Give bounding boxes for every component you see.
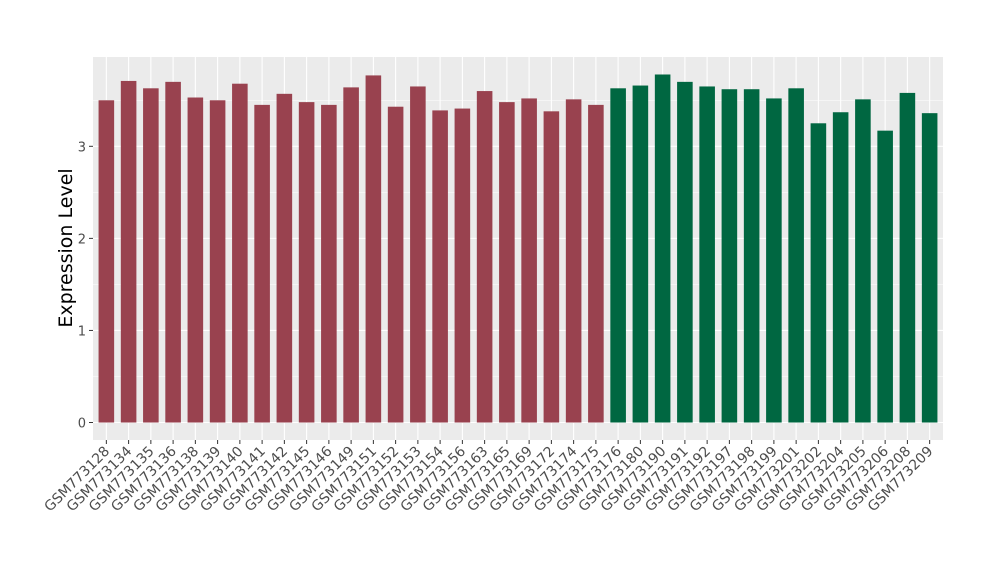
bar [454,108,471,423]
bar [632,85,649,423]
bar [187,97,204,423]
bar [165,81,181,423]
bar [343,87,359,423]
bar [476,91,493,423]
bar [410,86,426,423]
bar [610,88,626,423]
bar [788,88,804,423]
bar [832,112,849,423]
bar [120,80,137,423]
bar [743,89,760,423]
bar [276,93,293,423]
bar [921,113,938,423]
bar [499,102,515,423]
y-tick-label: 2 [78,232,86,247]
bar [677,81,693,423]
bar [654,74,671,423]
bar [543,111,560,423]
y-axis-title: Expression Level [55,168,77,327]
bar [766,98,782,423]
bar [321,104,337,423]
bar [98,100,115,423]
y-tick-label: 1 [78,324,86,339]
bar [565,99,582,423]
bar [699,86,715,423]
bar [298,102,315,423]
bar [855,99,871,423]
bar [721,89,738,423]
bar [143,88,159,423]
bar [810,123,827,423]
bar [521,98,537,423]
y-tick-label: 3 [78,140,86,155]
bar [877,130,893,423]
bar [209,100,226,423]
bar [899,92,916,423]
bar [254,104,270,423]
bar [387,106,404,423]
bar [432,110,448,423]
bar [588,104,604,423]
bar [365,75,382,423]
bar [232,83,248,423]
y-tick-label: 0 [78,417,86,432]
